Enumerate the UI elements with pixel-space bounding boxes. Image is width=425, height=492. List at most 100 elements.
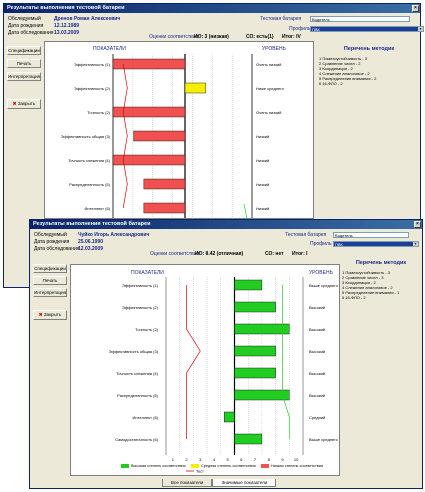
print-button[interactable]: Печать (7, 59, 41, 68)
chart-panel-back: ПОКАЗАТЕЛИ УРОВЕНЬ Эффективность (1) Очень … (44, 41, 314, 219)
method-item: 1 Помехоустойчивость - 3 (319, 56, 367, 61)
method-item: 4 Слежение аналоговое - 2 (319, 71, 370, 76)
battery-select[interactable]: Водитель (310, 16, 410, 22)
profile-select[interactable]: ПВК ▼ (333, 241, 419, 247)
profile-value: ПВК (335, 242, 343, 247)
methods-title: Перечень методик (355, 260, 407, 266)
chart-bar (234, 301, 276, 313)
profile-label: Профиль (310, 241, 332, 247)
x-tick-label: 1 (172, 457, 175, 462)
row-level: Низкий (256, 134, 269, 139)
chevron-down-icon[interactable]: ▼ (413, 242, 418, 246)
exam-date: 12.03.2009 (78, 246, 104, 252)
row-level: Высокий (309, 349, 325, 354)
row-label: Эффективность (2) (122, 305, 159, 310)
close-button[interactable]: ✖ Закрыть (33, 310, 67, 320)
battery-label: Тестовая батарея (260, 16, 302, 22)
legend-test: Тест (196, 470, 204, 474)
birth-label: Дата рождения (34, 239, 70, 245)
chart-panel-front: ПОКАЗАТЕЛИ УРОВЕНЬ 1 2 3 4 5 6 7 8 9 10 Эффективност… (70, 264, 340, 476)
chart-bar (112, 106, 186, 118)
row-level: Низкий (256, 206, 269, 211)
test-line (186, 285, 201, 439)
specifications-button[interactable]: Спецификации (7, 46, 41, 55)
row-label: Эффективность общая (3) (61, 134, 111, 139)
row-level: Средний (309, 415, 325, 420)
chart-bar (143, 202, 186, 214)
legend-high: Высокая степень соответствия (131, 464, 186, 468)
legend-swatch-mid (191, 464, 199, 468)
birth-label: Дата рождения (8, 23, 44, 29)
chart-bar (234, 345, 276, 357)
chevron-down-icon[interactable]: ▼ (418, 27, 423, 31)
close-label: Закрыть (17, 101, 36, 106)
profile-select[interactable]: ПВК ▼ (310, 26, 424, 32)
method-item: 2 Сравнение чисел - 2 (319, 61, 361, 66)
close-button[interactable]: ✖ Закрыть (7, 99, 41, 109)
examinee-name: Дренов Роман Алексеевич (54, 16, 121, 22)
battery-select[interactable]: Водитель (333, 232, 409, 238)
chart-bar (184, 82, 206, 94)
legend-optimum: Оптимум (196, 475, 212, 477)
profile-chart-front: ПОКАЗАТЕЛИ УРОВЕНЬ 1 2 3 4 5 6 7 8 9 10 Эффективност… (109, 270, 339, 477)
profile-value: ПВК (312, 27, 320, 32)
window-title-bar: Результаты выполнения тестовой батареи × (4, 4, 420, 13)
close-icon[interactable]: × (414, 221, 421, 228)
total-value: Итог: I (292, 251, 308, 257)
legend-mid: Средняя степень соответствия (201, 464, 256, 468)
tab-significant-indicators[interactable]: Значимые показатели (212, 479, 277, 487)
chart-bar (133, 130, 186, 142)
level-heading: УРОВЕНЬ (262, 46, 287, 52)
x-tick-label: 8 (268, 457, 271, 462)
chart-bar (112, 154, 186, 166)
x-tick-label: 2 (185, 457, 188, 462)
close-x-icon: ✖ (38, 312, 43, 317)
battery-value: Водитель (312, 17, 330, 22)
chart-bar (143, 178, 186, 190)
row-label: Точность (2) (135, 327, 158, 332)
row-label: Эффективность (1) (122, 283, 159, 288)
interpretation-button[interactable]: Интерпретация (33, 288, 67, 297)
tab-strip: Все показатели Значимые показатели (162, 479, 277, 487)
print-button[interactable]: Печать (33, 276, 67, 285)
method-item: 6 16-ФЛО - 2 (319, 81, 343, 86)
test-line (122, 63, 128, 209)
io-value: ИО: 3 (низкая) (194, 34, 229, 40)
exam-label: Дата обследования (8, 30, 54, 36)
method-item: 5 Распределение внимания - 1 (342, 290, 400, 295)
row-level: Высокий (309, 305, 325, 310)
chart-bar (112, 58, 186, 70)
tab-all-indicators[interactable]: Все показатели (162, 479, 213, 487)
row-level: Выше среднего (309, 283, 339, 288)
birth-date: 25.06.1990 (78, 239, 104, 245)
row-label: Эффективность (1) (74, 62, 111, 67)
so-value: СО: есть(1) (246, 34, 274, 40)
examinee-label: Обследуемый (8, 16, 41, 22)
row-label: Интеллект (6) (133, 415, 159, 420)
chart-bar (234, 433, 263, 445)
specifications-button[interactable]: Спецификации (33, 264, 67, 273)
row-label: Эффективность (2) (74, 86, 111, 91)
close-icon[interactable]: × (412, 5, 419, 12)
row-label: Точность слежения (4) (68, 158, 111, 163)
row-level: Выше среднего (309, 437, 339, 442)
x-tick-label: 6 (240, 457, 243, 462)
x-tick-label: 10 (294, 457, 299, 462)
row-label: Распределенность (5) (69, 182, 110, 187)
row-label: Эффективность общая (3) (109, 349, 159, 354)
profile-label: Профиль (289, 26, 311, 32)
chart-bar (234, 279, 263, 291)
interpretation-button[interactable]: Интерпретация (7, 72, 41, 81)
chart-bar (234, 323, 290, 335)
so-value: СО: нет (265, 251, 284, 257)
total-value: Итог: IV (282, 34, 301, 40)
row-label: Точность слежения (4) (116, 371, 159, 376)
method-item: 3 Координация - 2 (342, 280, 376, 285)
legend-low: Низкая степень соответствия (271, 464, 323, 468)
close-x-icon: ✖ (12, 101, 17, 106)
indicators-heading: ПОКАЗАТЕЛИ (131, 270, 164, 276)
x-tick-label: 7 (254, 457, 257, 462)
exam-label: Дата обследования (34, 246, 80, 252)
examinee-name: Чуйко Игорь Александрович (78, 232, 150, 238)
